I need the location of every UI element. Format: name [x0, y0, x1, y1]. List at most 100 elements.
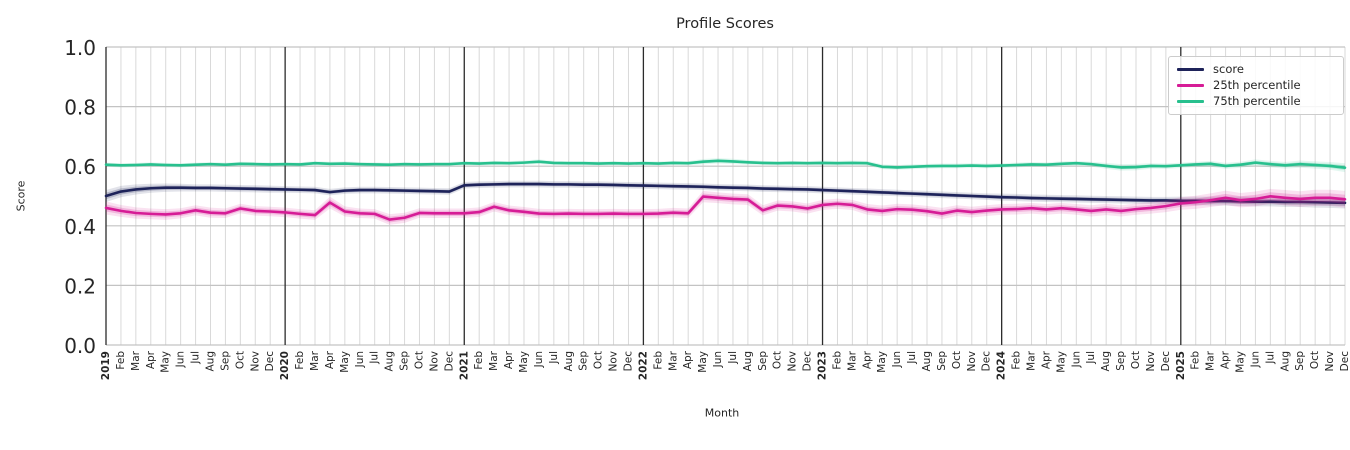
- series-line: [104, 194, 1347, 221]
- x-tick-label: Dec: [802, 351, 814, 372]
- x-tick-label: Oct: [593, 351, 605, 369]
- x-tick-label: May: [876, 351, 888, 373]
- x-tick-label: Sep: [578, 351, 590, 371]
- y-tick-labels: 0.0 0.2 0.4 0.6 0.8 1.0: [64, 36, 96, 358]
- x-tick-label: Oct: [772, 351, 784, 369]
- confidence-band-inner: [106, 182, 1345, 206]
- x-tick-label: Dec: [1160, 351, 1172, 372]
- x-tick-label: Apr: [503, 350, 515, 369]
- x-tick-label: Sep: [399, 351, 411, 371]
- x-tick-label: Sep: [757, 351, 769, 371]
- x-tick-label: 2025: [1175, 351, 1187, 380]
- x-tick-label: Feb: [1190, 351, 1202, 370]
- series-75th-percentile: [104, 158, 1347, 173]
- x-tick-label: Mar: [1026, 350, 1038, 370]
- x-tick-label: Sep: [1294, 351, 1306, 371]
- x-tick-label: Jun: [175, 351, 187, 368]
- series-25th-percentile: [104, 188, 1347, 225]
- x-tick-label: Jul: [548, 351, 560, 365]
- x-tick-label: Sep: [1115, 351, 1127, 371]
- chart-title: Profile Scores: [676, 16, 774, 32]
- x-tick-label: Aug: [742, 351, 754, 372]
- x-tick-label: May: [160, 351, 172, 373]
- x-tick-label: Nov: [1324, 351, 1336, 372]
- x-tick-label: Apr: [682, 350, 694, 369]
- x-tick-label: Apr: [861, 350, 873, 369]
- y-tick-label: 0.6: [64, 155, 96, 179]
- x-tick-label: Mar: [130, 350, 142, 370]
- legend-item-score: score: [1177, 63, 1334, 76]
- x-tick-label: May: [1235, 351, 1247, 373]
- legend-line-swatch-score: [1177, 68, 1204, 71]
- y-axis-label: Score: [14, 180, 28, 212]
- x-tick-label: Jun: [354, 351, 366, 368]
- x-tick-label: Dec: [981, 351, 993, 372]
- x-tick-label: Oct: [1130, 351, 1142, 369]
- x-tick-label: Feb: [652, 351, 664, 370]
- x-tick-label: Jul: [1264, 351, 1276, 365]
- x-tick-label: Nov: [249, 351, 261, 372]
- x-axis-label: Month: [704, 406, 740, 420]
- x-tick-label: 2020: [279, 351, 291, 380]
- x-tick-label: Feb: [1011, 351, 1023, 370]
- series-score: [104, 180, 1347, 209]
- x-tick-label: Sep: [219, 351, 231, 371]
- x-tick-label: 2023: [817, 351, 829, 380]
- x-tick-label: Feb: [115, 351, 127, 370]
- legend-item-25th-percentile: 25th percentile: [1177, 79, 1334, 92]
- x-tick-label: Mar: [1205, 350, 1217, 370]
- x-tick-label: May: [697, 351, 709, 373]
- x-tick-label: Apr: [1220, 350, 1232, 369]
- x-tick-labels: 2019 Feb Mar Apr May Jun Jul Aug Sep Oct Nov Dec 202…: [100, 350, 1350, 380]
- legend-line-swatch-25th-percentile: [1177, 84, 1204, 87]
- legend-line-swatch-75th-percentile: [1177, 100, 1204, 103]
- x-tick-label: Jul: [906, 351, 918, 365]
- x-tick-label: 2024: [996, 351, 1008, 380]
- x-tick-label: Oct: [234, 351, 246, 369]
- legend-label: 75th percentile: [1213, 94, 1301, 108]
- x-tick-label: Oct: [951, 351, 963, 369]
- x-tick-label: Dec: [622, 351, 634, 372]
- x-tick-label: Nov: [787, 351, 799, 372]
- x-tick-label: Apr: [1040, 350, 1052, 369]
- y-tick-label: 0.0: [64, 334, 96, 358]
- x-tick-label: Dec: [443, 351, 455, 372]
- x-tick-label: Oct: [413, 351, 425, 369]
- x-tick-label: Nov: [1145, 351, 1157, 372]
- x-tick-label: Feb: [294, 351, 306, 370]
- y-tick-label: 0.4: [64, 215, 96, 239]
- legend-label: 25th percentile: [1213, 78, 1301, 92]
- x-tick-label: Dec: [1339, 351, 1350, 372]
- x-tick-label: Feb: [831, 351, 843, 370]
- x-tick-label: Apr: [324, 350, 336, 369]
- x-tick-label: Jun: [891, 351, 903, 368]
- x-tick-label: Jun: [1249, 351, 1261, 368]
- x-tick-label: Jul: [1085, 351, 1097, 365]
- x-tick-label: Mar: [309, 350, 321, 370]
- x-tick-label: May: [339, 351, 351, 373]
- x-tick-label: May: [1055, 351, 1067, 373]
- series-line: [104, 159, 1347, 169]
- x-tick-label: Aug: [1100, 351, 1112, 372]
- x-tick-label: Feb: [473, 351, 485, 370]
- x-tick-label: Jun: [712, 351, 724, 368]
- x-tick-label: 2021: [458, 351, 470, 380]
- x-tick-label: Mar: [488, 350, 500, 370]
- x-tick-label: Aug: [921, 351, 933, 372]
- x-tick-label: Nov: [966, 351, 978, 372]
- y-tick-label: 0.2: [64, 274, 96, 298]
- x-tick-label: 2019: [100, 351, 112, 380]
- legend-item-75th-percentile: 75th percentile: [1177, 95, 1334, 108]
- x-tick-label: Jul: [369, 351, 381, 365]
- y-tick-label: 0.8: [64, 96, 96, 120]
- x-tick-label: Jun: [1070, 351, 1082, 368]
- x-tick-label: Jul: [727, 351, 739, 365]
- y-tick-label: 1.0: [64, 36, 96, 60]
- x-tick-label: Oct: [1309, 351, 1321, 369]
- legend: score 25th percentile 75th percentile: [1168, 56, 1344, 115]
- x-tick-label: Mar: [846, 350, 858, 370]
- x-tick-label: Dec: [264, 351, 276, 372]
- x-tick-label: Aug: [1279, 351, 1291, 372]
- x-tick-label: Sep: [936, 351, 948, 371]
